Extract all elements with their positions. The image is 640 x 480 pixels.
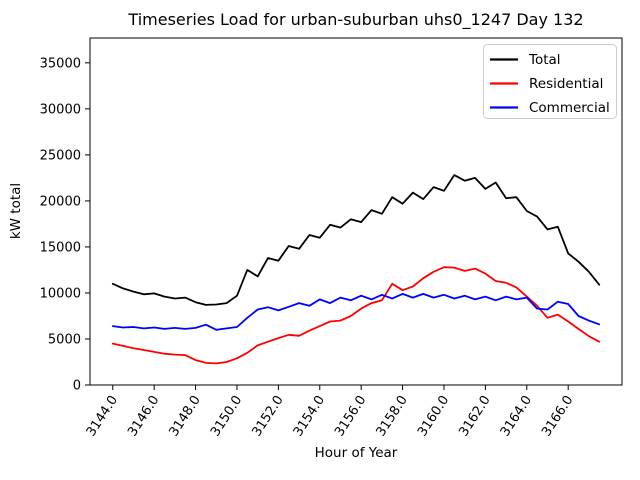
y-tick-label: 15000 xyxy=(40,240,81,255)
legend-label-residential: Residential xyxy=(529,76,603,92)
y-axis-label: kW total xyxy=(8,183,24,239)
x-tick-label: 3150.0 xyxy=(208,393,245,439)
legend-label-total: Total xyxy=(528,52,561,68)
series-layer xyxy=(111,174,601,365)
legend-box xyxy=(483,44,617,119)
x-tick-label: 3162.0 xyxy=(456,393,493,439)
x-tick-label: 3156.0 xyxy=(332,393,369,439)
x-tick-label: 3160.0 xyxy=(415,393,452,439)
legend: Total Residential Commercial xyxy=(483,44,617,119)
y-tick-label: 25000 xyxy=(40,148,81,163)
x-tick-label: 3148.0 xyxy=(167,393,204,439)
y-tick-label: 0 xyxy=(73,379,81,394)
legend-label-commercial: Commercial xyxy=(529,100,610,116)
x-axis-label: Hour of Year xyxy=(315,445,398,461)
x-tick-label: 3154.0 xyxy=(291,393,328,439)
axes-frame xyxy=(89,37,623,386)
y-tick-label: 35000 xyxy=(40,56,81,71)
y-tick-label: 10000 xyxy=(40,286,81,301)
chart-title: Timeseries Load for urban-suburban uhs0_… xyxy=(127,10,583,30)
y-tick-label: 30000 xyxy=(40,102,81,117)
series-line-residential xyxy=(111,266,601,365)
y-tick-label: 5000 xyxy=(48,332,81,347)
series-line-commercial xyxy=(111,292,601,331)
x-tick-label: 3146.0 xyxy=(125,393,162,439)
y-tick-label: 20000 xyxy=(40,194,81,209)
series-line-total xyxy=(111,174,601,306)
x-tick-label: 3152.0 xyxy=(249,393,286,439)
x-tick-label: 3166.0 xyxy=(539,393,576,439)
x-tick-label: 3158.0 xyxy=(374,393,411,439)
x-tick-label: 3144.0 xyxy=(84,393,121,439)
x-tick-label: 3164.0 xyxy=(498,393,535,439)
